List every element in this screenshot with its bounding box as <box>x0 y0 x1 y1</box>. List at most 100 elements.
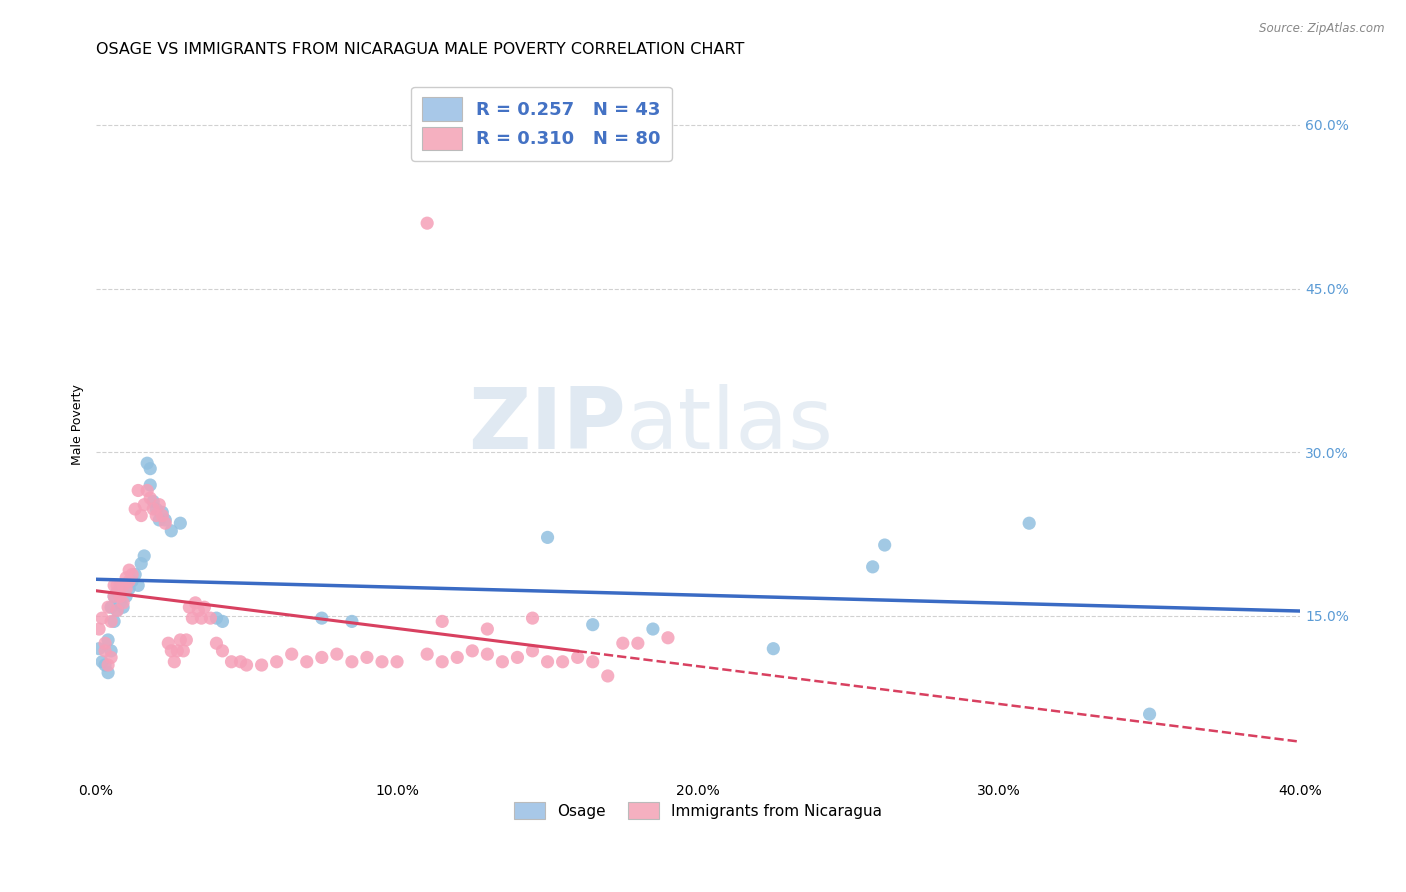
Point <box>762 641 785 656</box>
Point <box>432 615 454 629</box>
Point <box>118 582 141 596</box>
Point <box>179 600 201 615</box>
Point <box>148 498 170 512</box>
Point <box>103 590 125 604</box>
Point <box>127 483 149 498</box>
Point <box>100 644 122 658</box>
Point <box>862 559 884 574</box>
Y-axis label: Male Poverty: Male Poverty <box>72 384 84 466</box>
Point <box>280 647 302 661</box>
Point <box>97 665 120 680</box>
Point <box>115 590 138 604</box>
Point <box>97 600 120 615</box>
Point <box>536 655 558 669</box>
Point <box>112 596 135 610</box>
Point <box>211 615 233 629</box>
Point <box>235 658 257 673</box>
Point <box>129 557 152 571</box>
Point <box>94 636 117 650</box>
Point <box>100 650 122 665</box>
Point <box>121 567 143 582</box>
Point <box>416 647 439 661</box>
Point <box>108 596 131 610</box>
Point <box>172 644 194 658</box>
Point <box>181 611 204 625</box>
Point <box>112 600 135 615</box>
Point <box>627 636 650 650</box>
Point <box>193 600 215 615</box>
Point <box>134 498 156 512</box>
Point <box>416 216 439 230</box>
Point <box>115 582 138 596</box>
Point <box>250 658 273 673</box>
Point <box>105 603 128 617</box>
Point <box>134 549 156 563</box>
Point <box>446 650 468 665</box>
Point <box>103 578 125 592</box>
Point <box>94 644 117 658</box>
Point <box>567 650 589 665</box>
Point <box>340 615 363 629</box>
Point <box>205 636 228 650</box>
Point <box>148 513 170 527</box>
Point <box>163 655 186 669</box>
Point <box>160 644 183 658</box>
Point <box>94 658 117 673</box>
Point <box>1139 707 1161 722</box>
Point <box>340 655 363 669</box>
Point <box>100 615 122 629</box>
Point <box>139 478 162 492</box>
Point <box>105 603 128 617</box>
Point <box>184 596 207 610</box>
Point <box>205 611 228 625</box>
Point <box>522 611 544 625</box>
Point <box>124 567 146 582</box>
Point <box>87 622 110 636</box>
Point <box>142 494 165 508</box>
Point <box>385 655 408 669</box>
Point <box>115 571 138 585</box>
Point <box>311 650 333 665</box>
Point <box>295 655 318 669</box>
Point <box>139 491 162 505</box>
Point <box>187 603 209 617</box>
Point <box>432 655 454 669</box>
Point <box>127 578 149 592</box>
Point <box>136 483 159 498</box>
Point <box>596 669 619 683</box>
Point <box>157 636 180 650</box>
Point <box>477 647 499 661</box>
Point <box>145 502 167 516</box>
Point <box>118 574 141 588</box>
Point <box>100 600 122 615</box>
Point <box>108 578 131 592</box>
Point <box>91 655 114 669</box>
Point <box>129 508 152 523</box>
Point <box>266 655 288 669</box>
Text: atlas: atlas <box>626 384 834 467</box>
Point <box>551 655 574 669</box>
Point <box>121 574 143 588</box>
Point <box>155 513 177 527</box>
Point <box>200 611 222 625</box>
Point <box>118 563 141 577</box>
Point <box>311 611 333 625</box>
Point <box>139 461 162 475</box>
Point <box>169 516 191 531</box>
Point <box>105 585 128 599</box>
Point <box>582 617 605 632</box>
Point <box>105 578 128 592</box>
Point <box>97 658 120 673</box>
Text: Source: ZipAtlas.com: Source: ZipAtlas.com <box>1260 22 1385 36</box>
Text: OSAGE VS IMMIGRANTS FROM NICARAGUA MALE POVERTY CORRELATION CHART: OSAGE VS IMMIGRANTS FROM NICARAGUA MALE … <box>96 42 744 57</box>
Point <box>356 650 378 665</box>
Point <box>150 505 173 519</box>
Point <box>477 622 499 636</box>
Point <box>221 655 243 669</box>
Point <box>326 647 349 661</box>
Point <box>641 622 664 636</box>
Text: ZIP: ZIP <box>468 384 626 467</box>
Point <box>491 655 513 669</box>
Point <box>108 590 131 604</box>
Point <box>97 632 120 647</box>
